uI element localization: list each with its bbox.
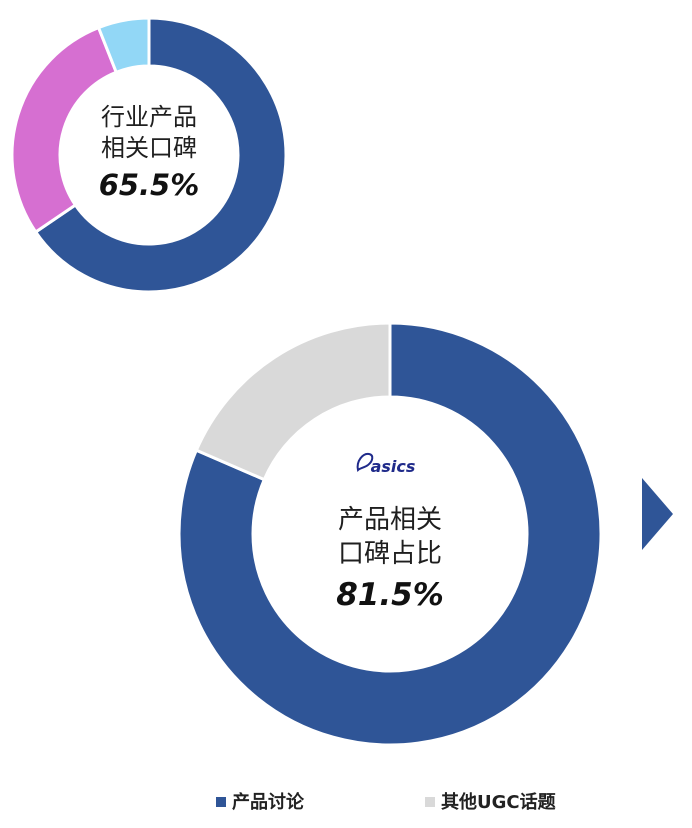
industry-slice-0 [33,16,288,294]
industry-donut-center-label: 行业产品 相关口碑 65.5% [99,103,200,202]
industry-slice-1 [10,25,119,235]
asics-center-percent: 81.5% [336,577,444,613]
legend-swatch-other-ugc [425,797,435,807]
legend: 产品讨论 其他UGC话题 [216,791,557,813]
asics-center-line-1: 产品相关 [338,505,442,535]
asics-logo-text: asics [371,457,416,476]
triangle-right-icon [642,478,673,550]
asics-center-line-2: 口碑占比 [338,539,442,569]
legend-item-product-discussion: 产品讨论 [216,791,305,813]
asics-donut-chart [177,321,603,747]
legend-label-product-discussion: 产品讨论 [232,791,305,813]
asics-slice-0 [177,321,603,747]
legend-swatch-product-discussion [216,797,226,807]
asics-donut-center-label: asics 产品相关 口碑占比 81.5% [336,452,444,613]
asics-logo: asics [356,452,416,476]
asics-logo-swoosh [356,452,374,472]
asics-slice-1 [194,321,392,482]
legend-label-other-ugc: 其他UGC话题 [441,791,557,813]
industry-center-line-2: 相关口碑 [101,134,197,162]
industry-center-percent: 65.5% [99,168,200,202]
industry-donut-chart [10,16,288,294]
legend-item-other-ugc: 其他UGC话题 [425,791,557,813]
industry-center-line-1: 行业产品 [101,103,197,131]
industry-slice-2 [96,16,151,75]
